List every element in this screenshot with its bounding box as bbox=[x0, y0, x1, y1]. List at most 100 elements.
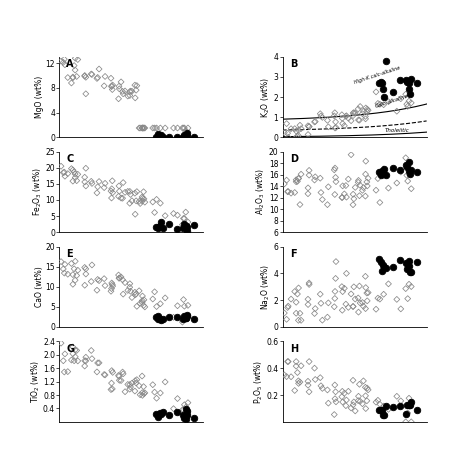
Point bbox=[304, 301, 312, 308]
Point bbox=[296, 201, 304, 209]
Point bbox=[182, 127, 190, 135]
Point bbox=[342, 112, 350, 120]
Point bbox=[74, 171, 82, 178]
Point bbox=[406, 170, 414, 177]
Point bbox=[155, 223, 162, 230]
Point bbox=[375, 255, 383, 263]
Point bbox=[332, 398, 340, 406]
Point bbox=[182, 222, 190, 229]
Point bbox=[61, 261, 69, 268]
Point bbox=[284, 129, 292, 137]
Point bbox=[82, 357, 90, 365]
Point bbox=[351, 183, 359, 191]
Point bbox=[82, 354, 90, 361]
Point bbox=[372, 398, 380, 406]
Point bbox=[140, 124, 147, 132]
Point bbox=[380, 263, 388, 271]
Point bbox=[69, 74, 77, 82]
Point bbox=[292, 362, 300, 370]
Point bbox=[364, 182, 371, 190]
Point bbox=[331, 191, 338, 198]
Point bbox=[281, 309, 288, 317]
Point bbox=[108, 279, 116, 287]
Point bbox=[389, 403, 396, 410]
Point bbox=[393, 108, 401, 115]
Point bbox=[57, 57, 65, 65]
Point bbox=[181, 215, 188, 222]
Point bbox=[287, 295, 295, 303]
Point bbox=[165, 313, 173, 321]
Point bbox=[107, 74, 115, 82]
Point bbox=[137, 124, 144, 132]
Point bbox=[119, 291, 127, 298]
Point bbox=[128, 88, 136, 95]
Point bbox=[173, 302, 181, 310]
Point bbox=[317, 112, 325, 120]
Point bbox=[378, 80, 385, 87]
Point bbox=[141, 389, 149, 397]
Point bbox=[351, 295, 359, 303]
Point bbox=[297, 125, 305, 132]
Point bbox=[115, 373, 123, 380]
Point bbox=[383, 264, 390, 271]
Point bbox=[101, 73, 109, 80]
Point bbox=[119, 368, 127, 376]
Point bbox=[136, 382, 143, 390]
Point bbox=[365, 289, 372, 296]
Point bbox=[319, 114, 326, 121]
Point bbox=[155, 130, 162, 138]
Point bbox=[325, 299, 332, 307]
Point bbox=[179, 221, 186, 228]
Point bbox=[393, 392, 401, 400]
Point bbox=[304, 131, 312, 138]
Point bbox=[69, 73, 77, 81]
Point bbox=[317, 174, 324, 182]
Point bbox=[170, 210, 177, 217]
Point bbox=[100, 82, 108, 90]
Point bbox=[305, 388, 313, 396]
Point bbox=[57, 339, 65, 347]
Point bbox=[121, 388, 129, 395]
Point bbox=[408, 185, 415, 192]
Point bbox=[156, 133, 164, 140]
Point bbox=[405, 257, 413, 265]
Point bbox=[385, 184, 392, 192]
Point bbox=[304, 377, 312, 385]
Point bbox=[331, 395, 339, 402]
Point bbox=[61, 368, 68, 376]
Point bbox=[61, 350, 69, 358]
Point bbox=[107, 187, 115, 195]
Point bbox=[95, 178, 103, 185]
Point bbox=[396, 256, 404, 264]
Point bbox=[338, 393, 346, 401]
Point bbox=[284, 358, 292, 365]
Point bbox=[359, 299, 366, 306]
Point bbox=[351, 109, 359, 117]
Point bbox=[355, 105, 362, 113]
Point bbox=[295, 284, 302, 292]
Point bbox=[281, 180, 288, 188]
Point bbox=[180, 124, 187, 132]
Point bbox=[362, 392, 369, 400]
Point bbox=[350, 195, 357, 202]
Point bbox=[305, 358, 313, 365]
Point bbox=[331, 124, 339, 132]
Text: Calc-alkaline: Calc-alkaline bbox=[374, 93, 409, 109]
Point bbox=[173, 313, 181, 321]
Point bbox=[161, 378, 169, 386]
Point bbox=[385, 406, 392, 413]
Point bbox=[324, 386, 331, 394]
Point bbox=[375, 168, 383, 175]
Point bbox=[73, 272, 81, 279]
Point bbox=[137, 391, 144, 399]
Point bbox=[108, 82, 116, 90]
Point bbox=[338, 194, 346, 201]
Point bbox=[131, 387, 139, 395]
Point bbox=[284, 302, 292, 310]
Point bbox=[138, 372, 146, 380]
Point bbox=[311, 305, 319, 312]
Point bbox=[407, 399, 414, 406]
Point bbox=[165, 133, 173, 141]
Point bbox=[81, 178, 89, 186]
Point bbox=[330, 166, 338, 173]
